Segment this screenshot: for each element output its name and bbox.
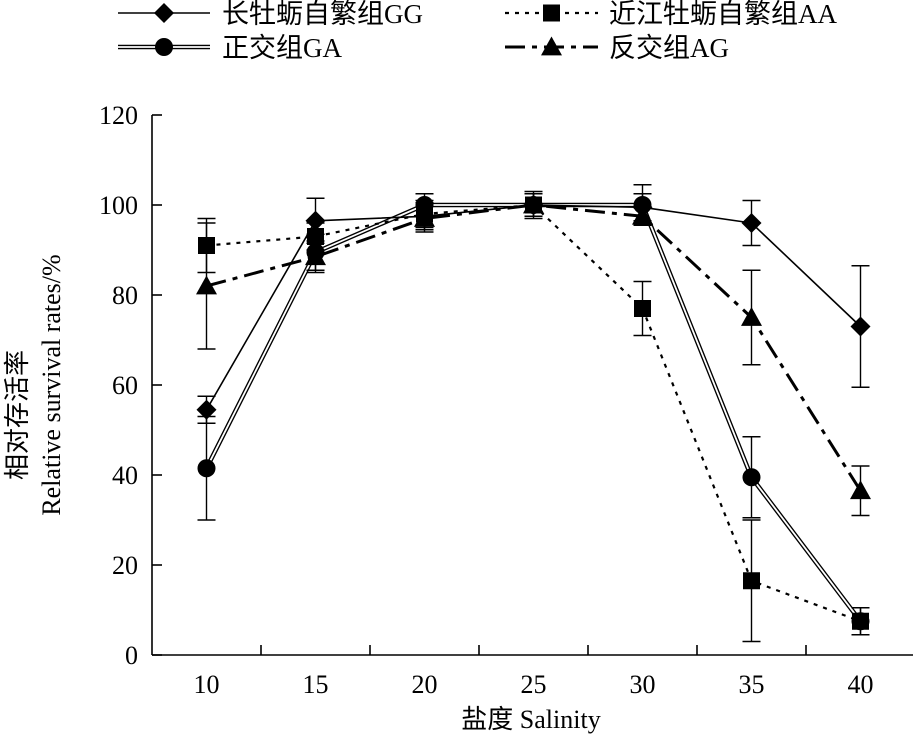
legend-entry-gg: 长牡蛎自繁组GG	[118, 0, 423, 29]
series-gg	[196, 193, 871, 424]
data-point-gg	[196, 399, 217, 420]
data-point-aa	[852, 612, 869, 630]
legend-marker	[541, 36, 562, 56]
series-line-ag	[206, 203, 862, 492]
data-point-aa	[198, 237, 215, 254]
x-tick-label: 10	[194, 670, 220, 699]
y-tick-label: 40	[112, 461, 138, 490]
y-tick-label: 80	[112, 281, 138, 310]
data-point-gg	[850, 316, 871, 337]
data-point-ag	[196, 275, 217, 295]
data-point-ga	[742, 468, 761, 487]
series-line-aa	[206, 203, 861, 623]
series-ga	[197, 184, 870, 636]
data-point-ag	[850, 480, 871, 500]
series-aa	[197, 190, 870, 643]
legend-label-ag: 反交组AG	[609, 33, 729, 63]
data-point-ag	[741, 307, 762, 326]
legend-entry-ga: 正交组GA	[118, 33, 342, 63]
x-axis-title: 盐度 Salinity	[461, 705, 600, 734]
data-point-gg	[305, 210, 326, 231]
data-point-aa	[743, 572, 760, 590]
series-ag	[196, 193, 871, 517]
legend-label-aa: 近江牡蛎自繁组AA	[609, 0, 837, 29]
x-tick-label: 20	[412, 670, 438, 699]
y-tick-label: 20	[112, 551, 138, 580]
y-tick-label: 0	[125, 641, 138, 670]
data-point-gg	[414, 206, 435, 227]
series-layer	[196, 184, 871, 643]
y-axis-title-cn: 相对存活率	[3, 350, 32, 480]
y-tick-label: 120	[99, 101, 138, 130]
y-axis-title-en: Relative survival rates/%	[37, 254, 66, 515]
data-point-gg	[741, 213, 762, 233]
x-tick-label: 35	[739, 670, 765, 699]
y-tick-label: 100	[99, 191, 138, 220]
legend-marker	[543, 4, 560, 22]
x-tick-label: 25	[521, 670, 547, 699]
data-point-aa	[634, 300, 651, 317]
legend-label-gg: 长牡蛎自繁组GG	[222, 0, 423, 29]
legend-entry-ag: 反交组AG	[505, 33, 729, 63]
data-point-gg	[523, 195, 544, 215]
legend: 长牡蛎自繁组GG 近江牡蛎自繁组AA 正交组GA 反交组AG	[118, 0, 837, 63]
legend-marker	[154, 3, 174, 23]
x-tick-label: 30	[630, 670, 656, 699]
data-point-gg	[632, 197, 653, 218]
legend-entry-aa: 近江牡蛎自繁组AA	[505, 0, 837, 29]
data-point-ag	[305, 246, 326, 266]
y-tick-label: 60	[112, 371, 138, 400]
x-tick-label: 15	[303, 670, 329, 699]
axes: 0 20 40 60 80 100 120 10 15 20 25 30 35 40	[99, 101, 913, 699]
legend-label-ga: 正交组GA	[222, 33, 342, 63]
x-tick-label: 40	[848, 670, 874, 699]
data-point-ga	[197, 459, 216, 478]
series-line-gg	[205, 204, 862, 411]
legend-marker	[155, 38, 173, 56]
series-line-ga	[204, 202, 863, 623]
